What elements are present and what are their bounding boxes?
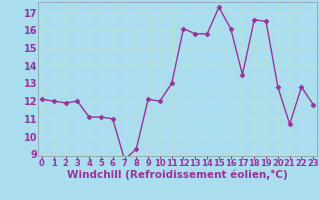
X-axis label: Windchill (Refroidissement éolien,°C): Windchill (Refroidissement éolien,°C) <box>67 169 288 180</box>
